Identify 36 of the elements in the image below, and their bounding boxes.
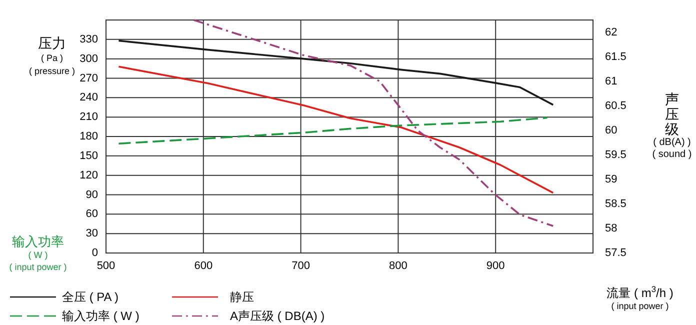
y-axis-title: 压力 ( Pa ) ( pressure ) (28, 35, 76, 76)
y-tick-label: 120 (80, 169, 98, 182)
y2-tick-label: 61 (605, 75, 618, 88)
y-tick-label: 210 (80, 111, 98, 124)
x-axis-title: 流量 ( m$^{3}$/h ) (606, 284, 674, 300)
y2-tick-label: 57.5 (605, 247, 626, 259)
y2-tick-label: 59 (605, 173, 618, 186)
y2-axis-title: 声压级 ( dB(A) ) ( sound ) (652, 91, 692, 160)
y2-tick-label: 60.5 (605, 100, 626, 112)
y2-tick-label: 58 (605, 222, 618, 234)
y-tick-label: 150 (80, 150, 98, 162)
x-tick-label: 700 (292, 260, 310, 272)
text: ( input power ) (611, 301, 669, 311)
y-tick-label: 60 (86, 208, 98, 220)
y2-tick-label: 60 (605, 124, 618, 136)
legend-label: 静压 (230, 290, 254, 304)
x-tick-label: 800 (389, 260, 408, 272)
legend-label: A声压级 ( DB(A) ) (230, 309, 325, 323)
text: 输入功率 ( W ) ( input power ) (9, 234, 67, 272)
y-tick-label: 180 (80, 130, 98, 142)
y-tick-label: 300 (80, 52, 98, 65)
y-tick-label: 90 (86, 188, 98, 201)
y-tick-label: 30 (86, 228, 98, 240)
y-tick-label: 270 (80, 72, 98, 84)
y-tick-label: 330 (80, 33, 98, 46)
y-tick-label: 0 (92, 247, 98, 259)
y2-tick-label: 58.5 (605, 198, 626, 210)
legend-label: 全压 ( PA ) (62, 290, 118, 304)
x-tick-label: 500 (96, 260, 116, 272)
legend-label: 输入功率 ( W ) (62, 309, 140, 323)
y2-tick-label: 61.5 (605, 50, 626, 63)
x-tick-label: 900 (486, 260, 505, 272)
x-tick-label: 600 (194, 260, 213, 272)
y2-tick-label: 59.5 (605, 148, 626, 161)
y-tick-label: 240 (80, 92, 98, 104)
y2-tick-label: 62 (605, 26, 618, 38)
